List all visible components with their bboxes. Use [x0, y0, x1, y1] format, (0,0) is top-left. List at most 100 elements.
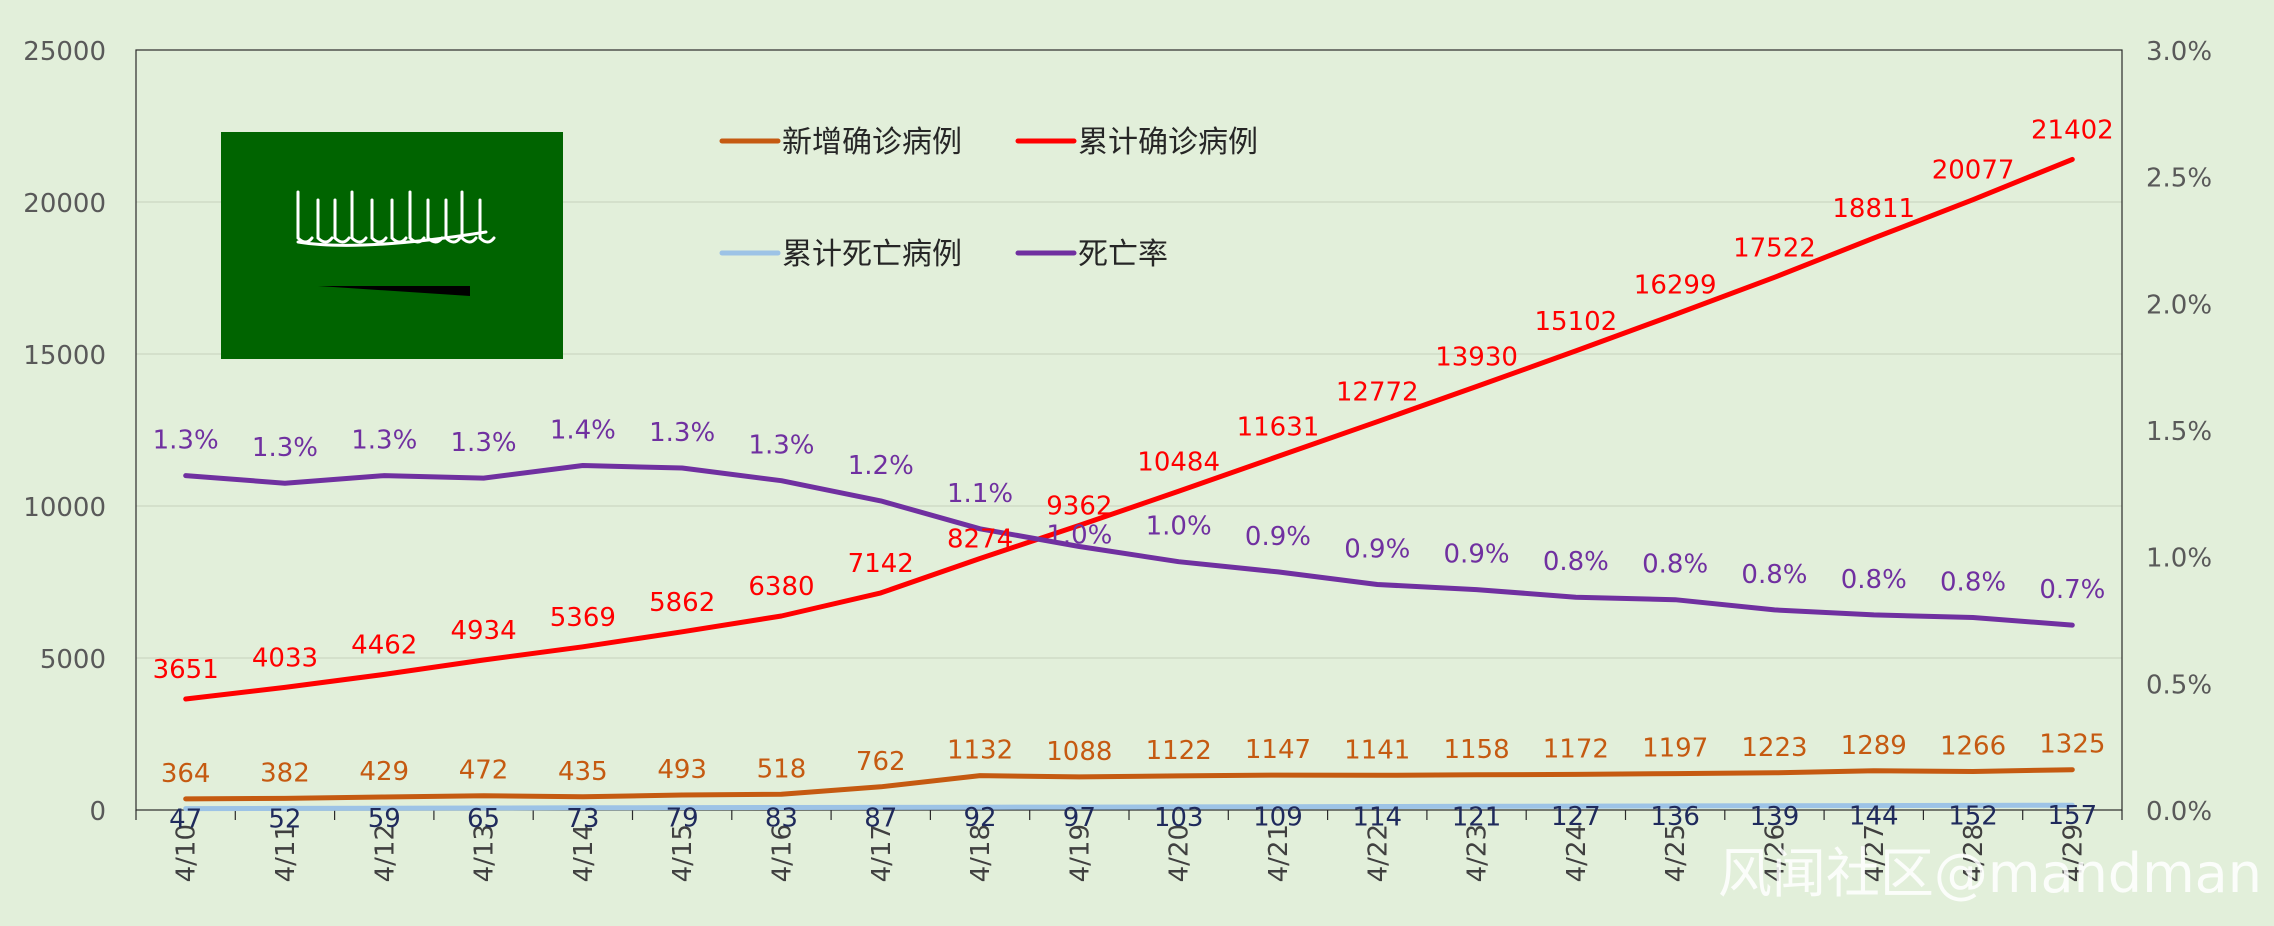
data-label: 13930 — [1435, 343, 1518, 373]
data-label: 0.8% — [1841, 565, 1907, 595]
x-tick-label: 4/13 — [470, 824, 500, 882]
data-label: 47 — [169, 805, 202, 835]
data-label: 7142 — [848, 549, 914, 579]
data-label: 18811 — [1832, 194, 1915, 224]
data-label: 79 — [666, 804, 699, 834]
y-right-tick-label: 1.5% — [2146, 417, 2212, 447]
data-label: 114 — [1352, 803, 1402, 833]
data-label: 1.0% — [1146, 512, 1212, 542]
data-label: 9362 — [1046, 491, 1112, 521]
data-label: 429 — [359, 757, 409, 787]
series-line-新增确诊病例 — [183, 767, 2075, 802]
data-label: 127 — [1551, 802, 1601, 832]
watermark: 风闻社区@mandman — [1718, 842, 2262, 905]
x-tick-label: 4/12 — [370, 824, 400, 882]
data-label: 1088 — [1046, 737, 1112, 767]
data-label: 65 — [467, 804, 500, 834]
y-left-tick-label: 20000 — [23, 189, 106, 219]
legend-label: 累计死亡病例 — [782, 237, 962, 272]
data-label: 92 — [964, 803, 997, 833]
x-tick-label: 4/18 — [966, 824, 996, 882]
data-label: 1197 — [1642, 734, 1708, 764]
data-label: 52 — [268, 804, 301, 834]
data-label: 435 — [558, 757, 608, 787]
y-right-tick-label: 2.5% — [2146, 164, 2212, 194]
series-line-死亡率 — [183, 463, 2075, 628]
x-tick-label: 4/11 — [271, 824, 301, 882]
data-label: 1.3% — [153, 426, 219, 456]
data-label: 152 — [1948, 801, 1998, 831]
y-right-tick-label: 2.0% — [2146, 290, 2212, 320]
data-label: 1.1% — [947, 479, 1013, 509]
legend-item: 累计确诊病例 — [1015, 125, 1258, 160]
data-label: 157 — [2048, 801, 2098, 831]
data-label: 1172 — [1543, 734, 1609, 764]
y-left-tick-label: 0 — [89, 797, 106, 827]
data-label: 0.9% — [1444, 540, 1510, 570]
legend-item: 累计死亡病例 — [719, 237, 962, 272]
data-label: 73 — [566, 804, 599, 834]
x-tick-label: 4/24 — [1562, 824, 1592, 882]
data-label: 1223 — [1741, 733, 1807, 763]
y-right-tick-label: 3.0% — [2146, 37, 2212, 67]
data-label: 364 — [161, 759, 211, 789]
data-label: 382 — [260, 758, 310, 788]
x-tick-label: 4/16 — [767, 824, 797, 882]
data-label: 493 — [657, 755, 707, 785]
data-label: 0.8% — [1940, 567, 2006, 597]
data-label: 1.4% — [550, 415, 616, 445]
data-label: 4934 — [450, 616, 516, 646]
x-tick-label: 4/26 — [1760, 824, 1790, 882]
data-label: 0.8% — [1543, 547, 1609, 577]
data-label: 0.7% — [2039, 575, 2105, 605]
x-tick-label: 4/29 — [2058, 824, 2088, 882]
data-label: 136 — [1650, 802, 1700, 832]
y-right-tick-label: 0.0% — [2146, 797, 2212, 827]
legend-label: 新增确诊病例 — [782, 125, 962, 160]
flag-sword — [318, 278, 474, 300]
data-label: 12772 — [1336, 378, 1419, 408]
data-label: 1.3% — [451, 428, 517, 458]
x-tick-label: 4/23 — [1463, 824, 1493, 882]
y-left-tick-label: 25000 — [23, 37, 106, 67]
data-label: 144 — [1849, 802, 1899, 832]
data-label: 16299 — [1634, 271, 1717, 301]
data-label: 121 — [1452, 802, 1502, 832]
data-label: 1.0% — [1046, 521, 1112, 551]
data-label: 1266 — [1940, 732, 2006, 762]
y-left-tick-label: 10000 — [23, 493, 106, 523]
data-label: 5862 — [649, 588, 715, 618]
series-line-累计确诊病例 — [183, 156, 2075, 702]
x-tick-label: 4/17 — [867, 824, 897, 882]
data-label: 4462 — [351, 630, 417, 660]
x-tick-label: 4/15 — [668, 824, 698, 882]
data-label: 1147 — [1245, 735, 1311, 765]
y-right-tick-label: 1.0% — [2146, 544, 2212, 574]
data-label: 1.3% — [252, 433, 318, 463]
data-label: 518 — [757, 754, 807, 784]
legend-label: 累计确诊病例 — [1078, 125, 1258, 160]
data-label: 762 — [856, 747, 906, 777]
x-tick-label: 4/22 — [1363, 824, 1393, 882]
y-left-tick-label: 15000 — [23, 341, 106, 371]
data-label: 10484 — [1137, 447, 1220, 477]
data-label: 97 — [1063, 803, 1096, 833]
data-label: 103 — [1154, 803, 1204, 833]
flag-script — [296, 190, 496, 247]
data-label: 17522 — [1733, 233, 1816, 263]
data-label: 6380 — [748, 572, 814, 602]
data-label: 472 — [459, 756, 509, 786]
y-left-tick-label: 5000 — [40, 645, 106, 675]
legend-label: 死亡率 — [1078, 237, 1168, 272]
data-label: 83 — [765, 803, 798, 833]
x-tick-label: 4/10 — [172, 824, 202, 882]
data-label: 20077 — [1932, 156, 2015, 186]
data-label: 11631 — [1237, 412, 1320, 442]
x-tick-label: 4/25 — [1661, 824, 1691, 882]
legend-item: 死亡率 — [1015, 237, 1168, 272]
data-label: 1132 — [947, 736, 1013, 766]
y-right-tick-label: 0.5% — [2146, 670, 2212, 700]
data-label: 1.2% — [848, 451, 914, 481]
x-tick-label: 4/14 — [569, 824, 599, 882]
